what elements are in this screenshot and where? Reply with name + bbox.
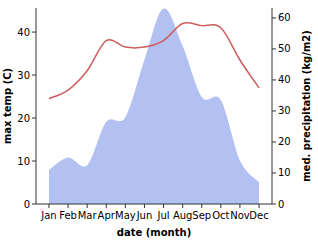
x-tick-label: Aug — [173, 210, 193, 221]
y2-tick-label: 40 — [278, 74, 291, 85]
y2-tick-label: 60 — [278, 12, 291, 23]
x-tick — [259, 204, 260, 208]
y-tick — [32, 204, 36, 205]
y-axis-label: max temp (C) — [2, 68, 13, 144]
chart: 0 10 20 30 40 0 10 20 30 40 50 60 JanFebMarAprMayJun… — [0, 0, 318, 242]
y2-tick — [272, 79, 276, 80]
y-tick-label: 30 — [17, 70, 30, 81]
plot-area — [49, 8, 259, 204]
x-tick-label: May — [115, 210, 136, 221]
y2-tick-label: 30 — [278, 105, 291, 116]
y2-tick — [272, 17, 276, 18]
x-tick-label: Jul — [157, 210, 170, 221]
x-tick-label: Feb — [59, 210, 77, 221]
y2-tick-label: 20 — [278, 136, 291, 147]
y2-tick-label: 50 — [278, 43, 291, 54]
x-tick — [144, 204, 145, 208]
y2-tick — [272, 204, 276, 205]
y-tick-label: 0 — [24, 199, 30, 210]
x-axis — [36, 204, 272, 205]
y2-tick — [272, 141, 276, 142]
x-tick-label: Nov — [230, 210, 250, 221]
x-tick-label: Sep — [192, 210, 211, 221]
y-tick — [32, 161, 36, 162]
y-tick — [32, 75, 36, 76]
x-tick — [220, 204, 221, 208]
x-tick — [87, 204, 88, 208]
y-tick — [32, 32, 36, 33]
x-axis-label: date (month) — [117, 227, 191, 238]
y2-tick — [272, 48, 276, 49]
x-tick-label: Jan — [40, 210, 56, 221]
y2-axis — [272, 8, 273, 204]
x-tick — [125, 204, 126, 208]
x-tick-label: Mar — [78, 210, 98, 221]
y-tick-label: 40 — [17, 27, 30, 38]
x-tick — [48, 204, 49, 208]
y-axis — [36, 8, 37, 204]
x-tick-label: Apr — [98, 210, 116, 221]
y2-tick-label: 0 — [278, 199, 284, 210]
x-tick — [239, 204, 240, 208]
precip-area — [49, 8, 259, 204]
x-tick-label: Jun — [136, 210, 153, 221]
x-tick-label: Oct — [212, 210, 229, 221]
x-tick — [201, 204, 202, 208]
x-tick — [182, 204, 183, 208]
y-tick — [32, 118, 36, 119]
y2-tick — [272, 110, 276, 111]
temp-line — [49, 23, 259, 99]
y-tick-label: 10 — [17, 156, 30, 167]
x-tick — [106, 204, 107, 208]
y2-tick-label: 10 — [278, 167, 291, 178]
x-tick-label: Dec — [249, 210, 268, 221]
x-tick — [68, 204, 69, 208]
y2-axis-label: med. precipitation (kg/m2) — [301, 30, 312, 182]
y-tick-label: 20 — [17, 113, 30, 124]
x-tick — [163, 204, 164, 208]
y2-tick — [272, 172, 276, 173]
